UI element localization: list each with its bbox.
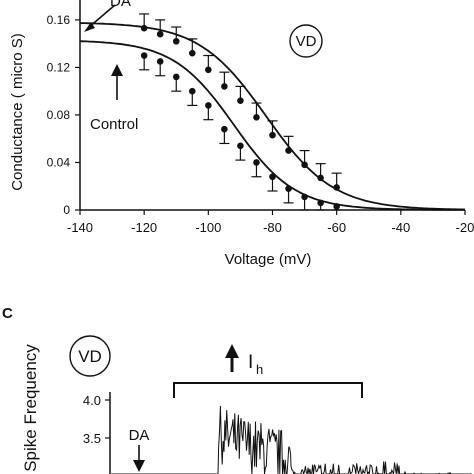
- data-point-control: [156, 58, 164, 65]
- vd-badge-label: VD: [78, 347, 102, 366]
- x-axis-label: Voltage (mV): [225, 251, 312, 268]
- data-point-da: [156, 30, 164, 38]
- y-tick-group: 0 0.04 0.08 0.12 0.16: [47, 13, 80, 217]
- conductance-voltage-panel: 00.040.080.120.16 -140 -120 -100 -80 -60 -40-…: [9, 0, 474, 268]
- panel-label: C: [2, 305, 13, 322]
- data-point-da: [172, 37, 180, 45]
- data-point-da: [317, 174, 324, 182]
- data-point-da: [333, 184, 340, 191]
- da-annotation: DA: [110, 0, 131, 10]
- vd-badge-circle: [69, 335, 111, 377]
- spike-frequency-panel: C VD Spike Frequency 3.5 4.0 DA I h: [2, 305, 472, 474]
- spike-frequency-trace: [110, 405, 472, 474]
- x-tick-label: -80: [263, 220, 282, 235]
- data-point-control: [285, 185, 292, 192]
- y-tick-label: 0.04: [47, 155, 71, 169]
- y-tick-label: 3.5: [83, 431, 101, 446]
- data-point-da: [301, 161, 308, 169]
- data-point-control: [333, 203, 340, 210]
- x-tick-group: -140 -120 -100 -80 -60 -40 -20: [67, 210, 474, 235]
- data-point-da: [188, 49, 196, 57]
- ih-subscript: h: [256, 362, 263, 377]
- y-tick-label: 0.16: [47, 13, 71, 27]
- y-axis-label: Spike Frequency: [21, 344, 40, 472]
- data-point-control: [221, 125, 228, 133]
- data-point-da: [221, 83, 228, 90]
- y-axis-label: Conductance ( micro S): [9, 33, 26, 191]
- vd-badge-label: VD: [296, 33, 317, 50]
- ih-arrowhead: [225, 344, 239, 358]
- x-tick-label: -20: [456, 220, 474, 235]
- y-tick-label: 4.0: [83, 393, 101, 408]
- x-tick-label: -40: [391, 220, 410, 235]
- control-annotation: Control: [90, 116, 138, 133]
- ih-label: I: [248, 352, 253, 373]
- da-arrowhead: [133, 460, 145, 472]
- x-tick-label: -100: [195, 220, 221, 235]
- data-point-control: [317, 199, 324, 207]
- da-arrow-label: DA: [129, 427, 150, 444]
- ih-bracket: [173, 382, 363, 398]
- y-tick-group: 3.5 4.0: [83, 393, 110, 446]
- x-tick-label: -120: [131, 220, 157, 235]
- data-point-control: [269, 173, 276, 181]
- da-arrow-line: [87, 4, 116, 29]
- vd-badge-circle: [289, 24, 323, 58]
- data-point-control: [172, 73, 180, 81]
- data-point-da: [140, 24, 148, 32]
- data-point-da: [285, 147, 292, 154]
- data-point-control: [205, 102, 212, 109]
- y-tick-label: 0.08: [47, 108, 71, 122]
- data-point-da: [205, 66, 212, 74]
- y-tick-label: 0.12: [47, 60, 71, 74]
- data-point-control: [253, 159, 260, 166]
- x-tick-label: -140: [67, 220, 93, 235]
- series-group: [79, 13, 466, 211]
- control-arrowhead: [111, 64, 123, 76]
- data-point-control: [237, 142, 244, 150]
- da-arrowhead: [84, 22, 95, 32]
- data-point-control: [188, 87, 196, 95]
- data-point-da: [237, 97, 244, 104]
- data-point-control: [140, 52, 148, 59]
- x-tick-label: -60: [327, 220, 346, 235]
- data-point-da: [253, 114, 260, 121]
- data-point-control: [301, 193, 308, 201]
- y-tick-label: 0: [63, 203, 70, 217]
- data-point-da: [269, 131, 276, 139]
